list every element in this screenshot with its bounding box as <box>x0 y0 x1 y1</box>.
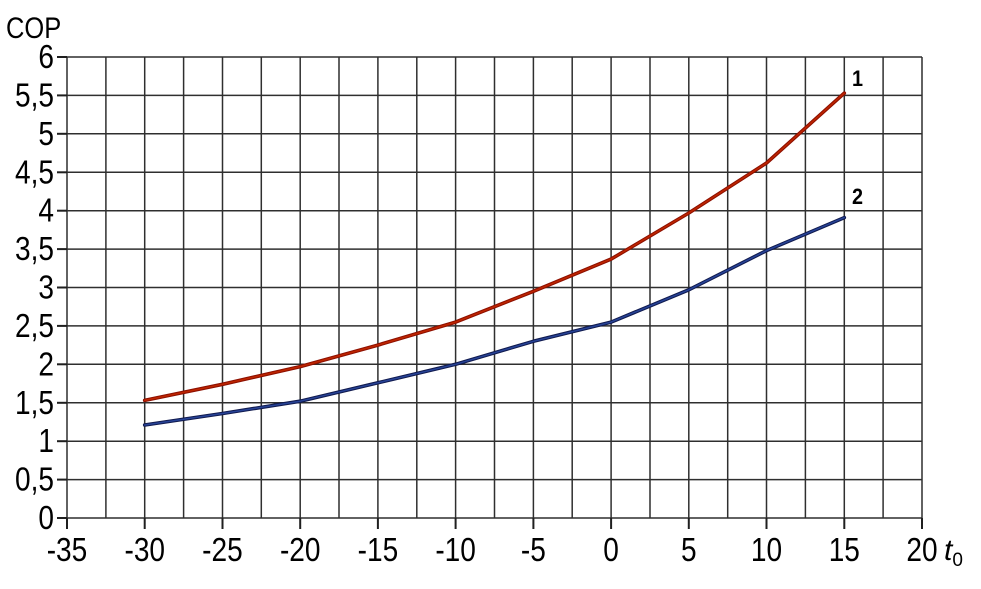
x-axis-tick-labels: -35 -30 -25 -20 -15 -10 -5 0 5 10 15 20 <box>47 532 938 569</box>
curve-1 <box>142 91 847 403</box>
y-tick-label: 2,5 <box>15 308 54 345</box>
x-tick-label: -10 <box>435 532 476 569</box>
x-tick-label: -5 <box>521 532 546 569</box>
y-axis-title: COP <box>6 12 62 45</box>
y-tick-label: 1,5 <box>15 385 54 422</box>
x-tick-label: 20 <box>906 532 937 569</box>
y-axis-tick-labels: 00,511,522,533,544,555,56 <box>15 39 54 537</box>
y-tick-label: 6 <box>38 39 54 76</box>
x-tick-label: 15 <box>829 532 860 569</box>
y-tick-label: 2 <box>38 346 54 383</box>
grid-horizontal-lines <box>67 56 922 519</box>
y-tick-label: 3,5 <box>15 231 54 268</box>
x-tick-label: -35 <box>47 532 88 569</box>
x-axis-ticks <box>66 518 923 529</box>
x-tick-label: 10 <box>751 532 782 569</box>
curve-1-core <box>143 92 846 402</box>
x-axis-title: t0 <box>944 534 963 572</box>
y-tick-label: 5 <box>38 116 54 153</box>
x-axis-title-symbol: t <box>944 534 953 567</box>
curve-2 <box>142 215 847 427</box>
y-tick-label: 5,5 <box>15 77 54 114</box>
x-axis-title-subscript: 0 <box>952 550 963 571</box>
y-axis-ticks <box>57 56 67 519</box>
x-tick-label: 0 <box>603 532 619 569</box>
x-tick-label: -15 <box>358 532 399 569</box>
curve-1-label: 1 <box>852 66 864 91</box>
y-tick-label: 1 <box>38 423 54 460</box>
y-tick-label: 4,5 <box>15 154 54 191</box>
x-tick-label: 5 <box>681 532 697 569</box>
y-tick-label: 0 <box>38 500 54 537</box>
x-tick-label: -20 <box>280 532 321 569</box>
curve-2-core <box>143 216 846 426</box>
curve-2-label: 2 <box>852 184 864 209</box>
x-tick-label: -30 <box>124 532 165 569</box>
y-tick-label: 3 <box>38 269 54 306</box>
y-tick-label: 0,5 <box>15 462 54 499</box>
y-tick-label: 4 <box>38 193 54 230</box>
x-tick-label: -25 <box>202 532 243 569</box>
